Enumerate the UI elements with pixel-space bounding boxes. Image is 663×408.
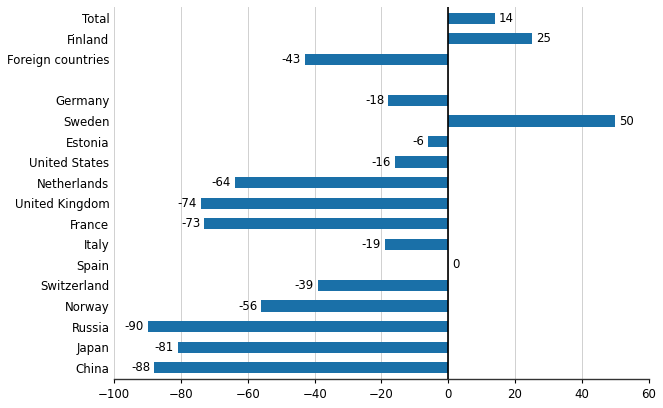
Bar — [395, 157, 448, 168]
Bar — [428, 136, 448, 147]
Text: 0: 0 — [452, 258, 459, 271]
Text: -90: -90 — [125, 320, 144, 333]
Text: -43: -43 — [281, 53, 300, 66]
Text: -6: -6 — [412, 135, 424, 148]
Text: -81: -81 — [154, 341, 174, 354]
Text: -73: -73 — [181, 217, 200, 231]
Text: -19: -19 — [361, 238, 381, 251]
Bar — [154, 362, 448, 373]
Bar — [261, 300, 448, 312]
Bar — [388, 95, 448, 106]
Text: 25: 25 — [536, 32, 550, 45]
Bar — [448, 13, 495, 24]
Text: -18: -18 — [365, 94, 384, 107]
Text: -39: -39 — [295, 279, 314, 292]
Bar — [235, 177, 448, 188]
Text: -16: -16 — [371, 155, 391, 169]
Text: -88: -88 — [131, 361, 151, 374]
Text: -74: -74 — [178, 197, 197, 210]
Text: -56: -56 — [238, 299, 257, 313]
Bar — [148, 321, 448, 332]
Bar — [448, 115, 615, 127]
Bar — [385, 239, 448, 250]
Bar — [305, 54, 448, 65]
Text: 50: 50 — [619, 115, 634, 128]
Text: 14: 14 — [499, 12, 514, 25]
Bar — [178, 341, 448, 353]
Bar — [204, 218, 448, 229]
Text: -64: -64 — [211, 176, 231, 189]
Bar — [318, 280, 448, 291]
Bar — [201, 197, 448, 209]
Bar — [448, 33, 532, 44]
